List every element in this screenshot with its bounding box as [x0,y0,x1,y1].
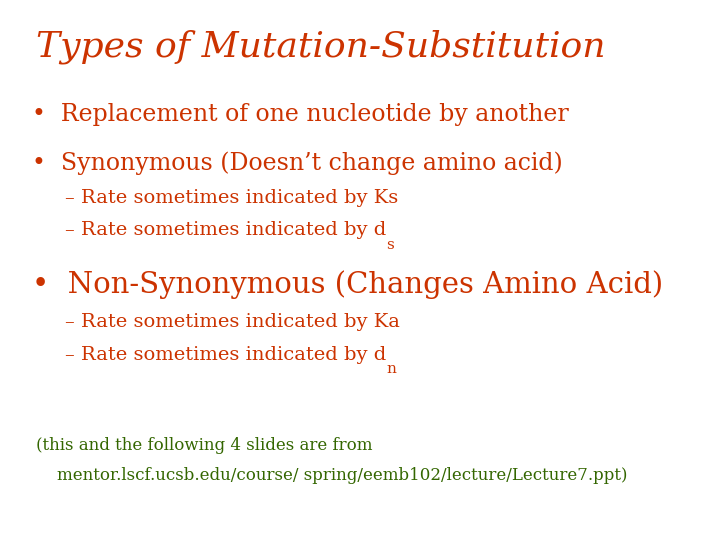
Text: n: n [386,362,396,376]
Text: – Rate sometimes indicated by d: – Rate sometimes indicated by d [65,221,386,239]
Text: mentor.lscf.ucsb.edu/course/ spring/eemb102/lecture/Lecture7.ppt): mentor.lscf.ucsb.edu/course/ spring/eemb… [36,467,628,484]
Text: – Rate sometimes indicated by Ka: – Rate sometimes indicated by Ka [65,313,400,331]
Text: s: s [386,238,394,252]
Text: – Rate sometimes indicated by Ks: – Rate sometimes indicated by Ks [65,189,398,207]
Text: •  Non-Synonymous (Changes Amino Acid): • Non-Synonymous (Changes Amino Acid) [32,270,664,299]
Text: (this and the following 4 slides are from: (this and the following 4 slides are fro… [36,437,372,454]
Text: •  Replacement of one nucleotide by another: • Replacement of one nucleotide by anoth… [32,103,569,126]
Text: Types of Mutation-Substitution: Types of Mutation-Substitution [36,30,606,64]
Text: •  Synonymous (Doesn’t change amino acid): • Synonymous (Doesn’t change amino acid) [32,151,563,175]
Text: – Rate sometimes indicated by d: – Rate sometimes indicated by d [65,346,386,363]
